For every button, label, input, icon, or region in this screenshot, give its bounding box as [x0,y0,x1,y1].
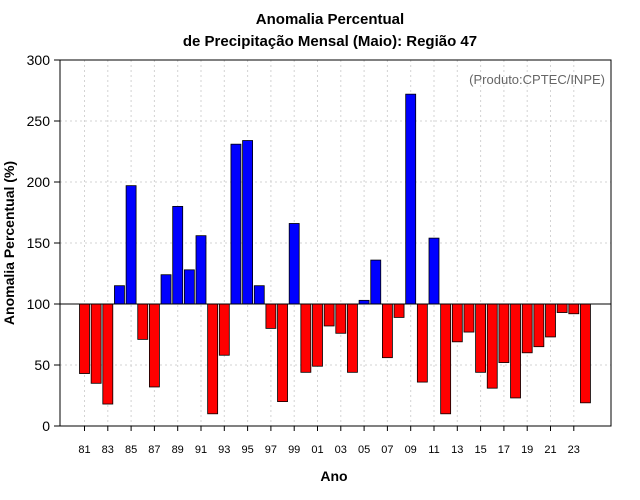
bar-17 [498,303,510,363]
x-tick-label: 13 [451,444,463,456]
bar-22 [556,303,568,313]
bar-90 [183,269,195,305]
chart-title-line2: de Precipitação Mensal (Maio): Região 47 [183,33,477,50]
x-tick-label: 23 [568,444,580,456]
y-tick-label: 100 [27,296,51,312]
x-tick-label: 83 [102,444,114,456]
bar-10 [416,303,428,383]
bar-92 [207,303,219,415]
y-axis: 0 50 100 150 200 250 300 [27,52,60,434]
bar-94 [230,143,242,305]
bar-15 [475,303,487,373]
gridlines [60,59,611,427]
bar-85 [125,185,137,305]
x-tick-label: 21 [544,444,556,456]
bar-89 [172,205,184,305]
bar-05 [358,299,370,305]
bar-11 [428,237,440,305]
bars [79,93,591,415]
x-tick-label: 87 [148,444,160,456]
bar-99 [288,223,300,305]
bar-84 [114,285,125,305]
bar-21 [545,303,556,338]
bar-82 [90,303,102,384]
x-axis-label: Ano [320,468,347,484]
y-tick-label: 300 [27,52,51,68]
bar-01 [312,303,323,367]
x-tick-label: 15 [474,444,486,456]
bar-06 [370,259,382,305]
bar-96 [253,285,265,305]
x-tick-label: 89 [172,444,184,456]
source-annotation: (Produto:CPTEC/INPE) [469,72,605,87]
x-axis: 81 83 85 87 89 91 93 95 97 99 01 03 05 07 09 11 13 15 17 19… [78,426,580,456]
bar-83 [102,303,114,405]
bar-03 [335,303,347,334]
bar-13 [451,303,463,343]
x-tick-label: 03 [335,444,347,456]
chart-title-line1: Anomalia Percentual [256,11,404,28]
bar-97 [265,303,277,329]
bar-07 [381,303,393,359]
x-tick-label: 81 [78,444,90,456]
x-tick-label: 91 [195,444,207,456]
bar-98 [277,303,288,402]
x-tick-label: 05 [358,444,370,456]
y-tick-label: 200 [27,174,51,190]
x-tick-label: 19 [521,444,533,456]
bar-20 [533,303,545,348]
bar-19 [521,303,533,354]
x-tick-label: 17 [498,444,510,456]
bar-23 [568,303,580,315]
x-tick-label: 07 [381,444,393,456]
bar-09 [405,93,417,305]
bar-88 [160,274,172,305]
x-tick-label: 11 [428,444,439,456]
bar-95 [242,140,254,305]
bar-81 [79,303,90,374]
bar-93 [218,303,230,356]
y-axis-label: Anomalia Percentual (%) [1,161,17,325]
bar-08 [393,303,405,318]
bar-18 [510,303,521,399]
y-tick-label: 250 [27,113,51,129]
y-tick-label: 50 [34,357,50,373]
bar-00 [300,303,312,373]
x-tick-label: 93 [218,444,230,456]
y-tick-label: 150 [27,235,51,251]
x-tick-label: 99 [288,444,300,456]
bar-24 [580,303,591,404]
bar-02 [323,303,335,327]
bar-12 [440,303,452,415]
bar-16 [486,303,498,389]
bar-14 [463,303,475,333]
x-tick-label: 01 [311,444,323,456]
x-tick-label: 09 [405,444,417,456]
bar-86 [137,303,149,340]
x-tick-label: 85 [125,444,137,456]
y-tick-label: 0 [42,418,50,434]
bar-04 [347,303,358,373]
bar-91 [195,235,207,305]
x-tick-label: 97 [265,444,277,456]
bar-87 [148,303,160,388]
x-tick-label: 95 [241,444,253,456]
